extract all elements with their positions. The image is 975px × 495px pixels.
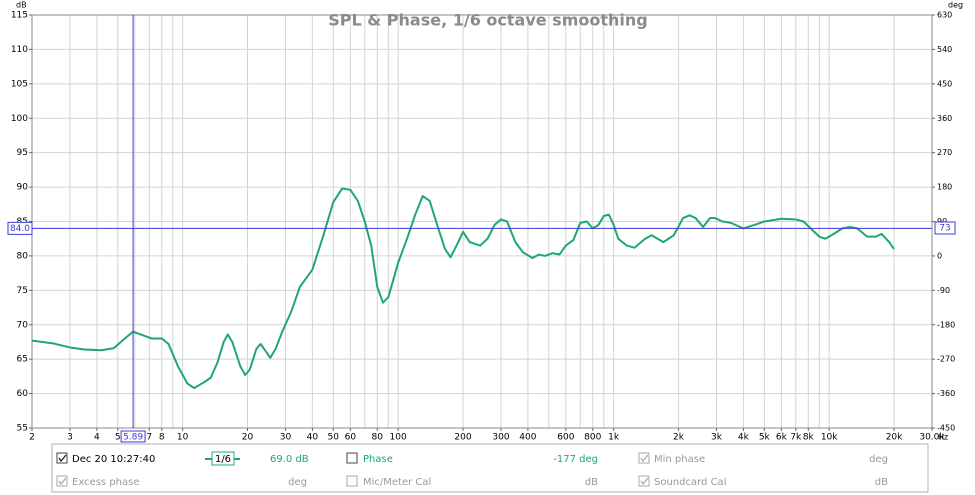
excess-phase-label: Excess phase [72, 477, 140, 488]
mic-cal-unit: dB [585, 477, 598, 488]
x-tick-label: 80 [372, 433, 384, 443]
y2-tick-label: 540 [937, 45, 952, 54]
x-tick-label: 8k [803, 433, 815, 443]
y-tick-label: 65 [17, 355, 28, 365]
x-tick-label: 20 [242, 433, 254, 443]
check-mark [640, 454, 649, 463]
x-tick-label: 20k [886, 433, 903, 443]
x-tick-label: 60 [345, 433, 357, 443]
cursor-y2-label: 73 [939, 224, 950, 234]
y2-tick-label: 90 [937, 217, 947, 226]
y2-tick-label: 270 [937, 148, 952, 157]
plot-area: 556065707580859095100105110115-450-360-2… [7, 11, 956, 443]
x-tick-label: 5 [115, 433, 121, 443]
y2-tick-label: -90 [937, 286, 950, 295]
x-tick-label: 1k [608, 433, 620, 443]
x-tick-label: 2k [673, 433, 685, 443]
y2-tick-label: -450 [937, 424, 955, 433]
x-tick-label: 6k [776, 433, 788, 443]
smoothing-button[interactable] [211, 451, 235, 466]
min-phase-unit: deg [869, 454, 888, 465]
x-tick-label: 30.0k [919, 433, 945, 443]
y-unit: dB [16, 1, 27, 10]
excess-phase-checkbox[interactable] [56, 475, 68, 487]
x-tick-label: 7 [146, 433, 152, 443]
y2-tick-label: 0 [937, 251, 942, 260]
y-tick-label: 60 [17, 389, 29, 399]
y-tick-label: 90 [17, 183, 29, 193]
cursor-y2-box [934, 221, 956, 235]
trace-panel [51, 443, 929, 493]
x-tick-label: 300 [492, 433, 509, 443]
y-tick-label: 75 [17, 286, 28, 296]
x-tick-label: 200 [454, 433, 471, 443]
y-tick-label: 55 [17, 424, 28, 434]
x-tick-label: 50 [328, 433, 340, 443]
x-tick-label: 5k [759, 433, 771, 443]
x-tick-label: 4 [94, 433, 100, 443]
chart-title: SPL & Phase, 1/6 octave smoothing [328, 11, 647, 30]
y-tick-label: 115 [11, 11, 28, 21]
x-tick-label: 3 [67, 433, 73, 443]
cursor-y-label: 84.0 [10, 224, 30, 234]
check-mark [58, 454, 67, 463]
y2-tick-label: -270 [937, 355, 955, 364]
y-tick-label: 110 [11, 45, 28, 55]
y2-tick-label: -360 [937, 389, 955, 398]
x-tick-label: 8 [159, 433, 165, 443]
y-tick-label: 95 [17, 148, 28, 158]
x-tick-label: 400 [519, 433, 536, 443]
y2-tick-label: -180 [937, 320, 955, 329]
x-tick-label: 3k [711, 433, 723, 443]
x-tick-label: 600 [557, 433, 574, 443]
min-phase-label: Min phase [654, 454, 705, 465]
mic-cal-label: Mic/Meter Cal [363, 477, 431, 488]
y2-unit: deg [948, 1, 963, 10]
y2-tick-label: 630 [937, 11, 952, 20]
soundcard-cal-unit: dB [875, 477, 888, 488]
phase-value: -177 deg [553, 454, 598, 465]
cursor-y-box [7, 221, 33, 235]
mic-cal-checkbox[interactable] [346, 475, 358, 487]
trace-name: Dec 20 10:27:40 [72, 454, 155, 465]
phase-label: Phase [363, 454, 393, 465]
trace-level: 69.0 dB [270, 454, 309, 465]
min-phase-checkbox[interactable] [638, 452, 650, 464]
cursor-x-box [120, 430, 146, 443]
x-tick-label: 40 [307, 433, 319, 443]
phase-checkbox[interactable] [346, 452, 358, 464]
y2-tick-label: 360 [937, 114, 952, 123]
x-tick-label: 10k [821, 433, 838, 443]
x-tick-label: 7k [790, 433, 802, 443]
soundcard-cal-checkbox[interactable] [638, 475, 650, 487]
y2-tick-label: 180 [937, 183, 952, 192]
y-tick-label: 80 [17, 251, 29, 261]
x-tick-label: 2 [29, 433, 35, 443]
x-tick-label: 4k [738, 433, 750, 443]
smoothing: 1/6 [215, 454, 231, 465]
excess-phase-unit: deg [288, 477, 307, 488]
y-tick-label: 105 [11, 79, 28, 89]
check-mark [58, 477, 67, 486]
y-tick-label: 70 [17, 320, 29, 330]
y-tick-label: 100 [11, 114, 28, 124]
trace-checkbox[interactable] [56, 452, 68, 464]
soundcard-cal-label: Soundcard Cal [654, 477, 726, 488]
cursor-x-label: 5.89 [123, 433, 143, 443]
check-mark [640, 477, 649, 486]
y2-tick-label: 450 [937, 79, 952, 88]
x-tick-label: 10 [177, 433, 189, 443]
x-tick-label: 100 [390, 433, 407, 443]
x-unit: Hz [938, 433, 948, 442]
x-tick-label: 800 [584, 433, 601, 443]
x-tick-label: 30 [280, 433, 292, 443]
